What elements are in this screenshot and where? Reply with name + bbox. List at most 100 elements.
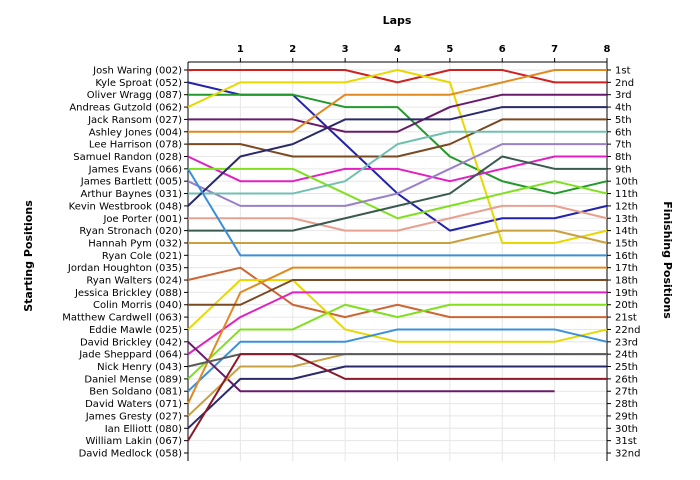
series-line-19 [187,303,607,380]
axes [184,58,611,461]
x-tick-label: 1 [237,44,244,55]
x-axis-title: Laps [383,14,412,27]
series-line-15 [187,168,607,257]
starting-position-label: Matthew Cardwell (063) [62,313,182,324]
grid [188,62,608,461]
finishing-position-label: 4th [615,103,632,114]
series-line-21 [187,266,607,405]
series-lines [187,69,608,442]
starting-position-label: James Bartlett (005) [80,177,182,188]
x-tick-label: 5 [446,44,453,55]
finishing-position-label: 10th [615,177,638,188]
finishing-position-label: 21st [615,313,637,324]
finishing-position-label: 32nd [615,449,640,460]
finishing-position-label: 16th [615,251,638,262]
starting-position-label: Ryan Walters (024) [86,276,182,287]
finishing-position-label: 15th [615,238,638,249]
starting-position-label: Daniel Mense (089) [84,374,182,385]
finishing-position-label: 20th [615,300,638,311]
finishing-position-label: 1st [615,66,631,77]
series-line-12 [188,204,608,232]
starting-position-label: Samuel Randon (028) [73,152,182,163]
series-line-3 [187,69,608,244]
x-tick-label: 2 [289,44,296,55]
x-tick-label: 7 [551,44,558,55]
starting-position-label: William Lakin (067) [85,436,182,447]
starting-position-label: Kyle Sproat (052) [95,78,182,89]
starting-position-label: Ian Elliott (080) [105,424,182,435]
finishing-position-label: 6th [615,127,632,138]
x-tick-label: 3 [342,44,349,55]
finishing-position-label: 29th [615,411,638,422]
series-line-9 [187,143,607,207]
finishing-position-label: 30th [615,424,638,435]
finishing-position-label: 3rd [615,90,632,101]
finishing-position-label: 23rd [615,337,638,348]
finishing-position-label: 17th [615,263,638,274]
finishing-position-label: 12th [615,201,638,212]
x-tick-labels: 1 2 3 4 5 6 7 8 [237,44,611,55]
finishing-position-label: 2nd [615,78,634,89]
finishing-position-label: 26th [615,374,638,385]
starting-position-label: Andreas Gutzold (062) [69,103,182,114]
starting-position-label: Lee Harrison (078) [89,140,182,151]
finishing-position-label: 14th [615,226,638,237]
starting-position-labels: Josh Waring (002)Kyle Sproat (052)Oliver… [62,66,182,460]
starting-position-label: James Evans (066) [88,164,182,175]
starting-position-label: David Waters (071) [85,399,182,410]
starting-position-label: Kevin Westbrook (048) [69,201,182,212]
y-axis-left-title: Starting Positions [22,200,35,312]
starting-position-label: Arthur Baynes (031) [80,189,182,200]
series-line-4 [188,93,607,133]
starting-position-label: Eddie Mawle (025) [89,325,182,336]
y-axis-right-title: Finishing Positions [661,201,674,319]
starting-position-label: Jade Sheppard (064) [78,350,182,361]
starting-position-label: Hannah Pym (032) [88,238,182,249]
series-line-24 [188,279,607,306]
starting-position-label: Nick Henry (043) [97,362,182,373]
finishing-position-label: 25th [615,362,638,373]
series-line-0 [188,69,607,84]
starting-position-label: Jessica Brickley (088) [74,288,182,299]
finishing-position-label: 11th [615,189,638,200]
finishing-position-label: 7th [615,140,632,151]
starting-position-label: Joe Porter (001) [102,214,182,225]
finishing-position-label: 24th [615,350,638,361]
series-line-13 [188,155,607,232]
series-line-10 [188,130,607,195]
series-line-5 [188,69,607,133]
series-line-14 [188,229,608,244]
finishing-position-label: 5th [615,115,632,126]
x-tick-label: 8 [604,44,611,55]
finishing-position-label: 18th [615,276,638,287]
starting-position-label: David Medlock (058) [79,449,183,460]
finishing-position-label: 8th [615,152,632,163]
finishing-position-label: 31st [615,436,637,447]
starting-position-label: Ryan Cole (021) [102,251,182,262]
finishing-position-label: 9th [615,164,632,175]
x-tick-label: 6 [499,44,506,55]
starting-position-label: Jack Ransom (027) [87,115,182,126]
finishing-position-label: 13th [615,214,638,225]
series-line-22 [187,341,555,393]
series-line-2 [188,93,608,195]
starting-position-label: Ryan Stronach (020) [79,226,182,237]
starting-position-label: Jordan Houghton (035) [67,263,182,274]
starting-position-label: Josh Waring (002) [92,66,182,77]
series-line-8 [188,167,608,220]
series-line-26 [187,365,607,430]
series-line-20 [187,328,608,392]
starting-position-label: James Gresty (027) [85,411,182,422]
series-line-6 [188,118,607,158]
starting-position-label: Colin Morris (040) [93,300,182,311]
finishing-position-label: 22nd [615,325,640,336]
starting-position-label: Ashley Jones (004) [89,127,182,138]
starting-position-label: Oliver Wragg (087) [87,90,182,101]
series-line-11 [187,106,607,207]
finishing-position-label: 28th [615,399,638,410]
series-line-17 [187,279,608,343]
x-tick-label: 4 [394,44,401,55]
series-line-7 [187,155,607,183]
